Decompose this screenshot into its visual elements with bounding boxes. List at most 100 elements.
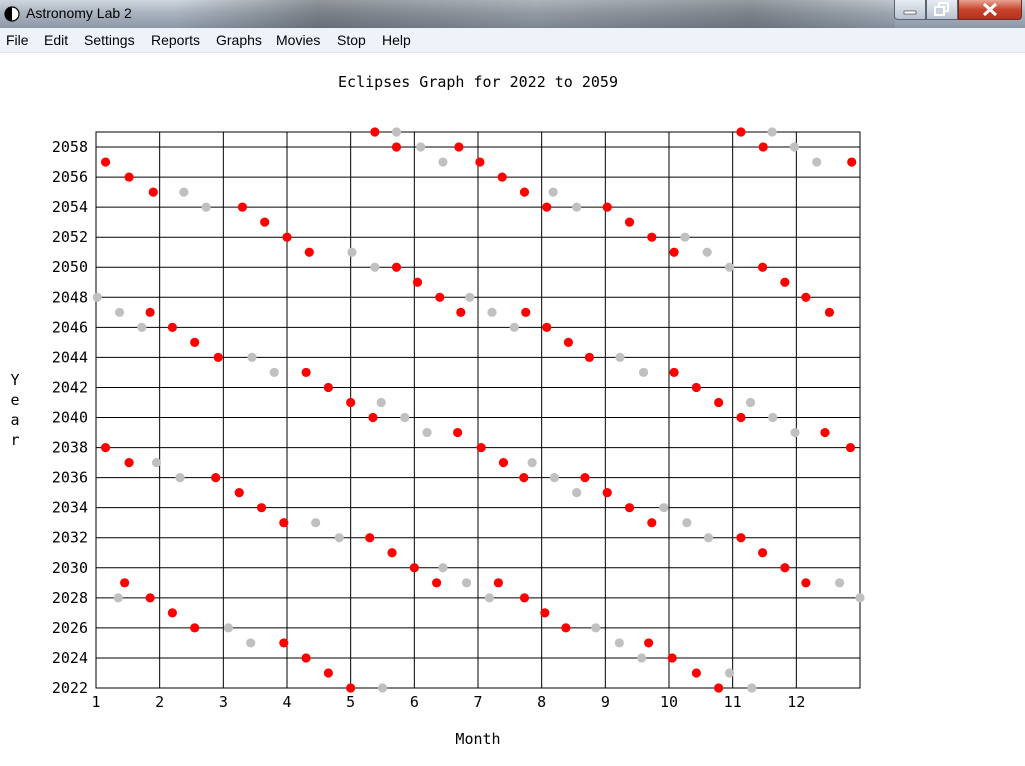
data-point	[580, 473, 590, 483]
menu-bar: File Edit Settings Reports Graphs Movies…	[0, 28, 1025, 53]
close-icon	[982, 2, 998, 17]
data-point	[691, 668, 701, 678]
data-point	[667, 653, 677, 663]
data-point	[680, 232, 690, 242]
data-point	[370, 127, 380, 137]
minimize-button[interactable]	[894, 0, 926, 20]
data-point	[820, 427, 830, 438]
data-point	[223, 623, 234, 633]
data-point	[476, 442, 486, 453]
data-point	[624, 217, 635, 227]
data-point	[521, 307, 531, 317]
data-point	[92, 292, 102, 302]
data-point	[365, 533, 375, 543]
menu-help[interactable]: Help	[382, 32, 411, 48]
data-point	[824, 307, 835, 317]
data-point	[757, 262, 768, 272]
data-point	[637, 653, 647, 663]
data-point	[432, 578, 442, 588]
y-tick-label: 2046	[52, 318, 88, 336]
data-point	[487, 307, 497, 317]
data-point	[190, 337, 200, 347]
data-point	[801, 292, 811, 302]
y-tick-label: 2058	[52, 138, 88, 156]
data-point	[323, 382, 333, 393]
data-point	[812, 157, 822, 167]
data-point	[301, 367, 311, 378]
data-point	[370, 262, 380, 272]
data-point	[148, 187, 158, 197]
y-tick-label: 2030	[52, 559, 88, 577]
data-point	[453, 427, 463, 438]
data-point	[438, 157, 448, 167]
data-point	[745, 397, 756, 408]
menu-settings[interactable]: Settings	[84, 32, 135, 48]
data-point	[113, 593, 123, 603]
y-tick-label: 2024	[52, 649, 88, 667]
data-point	[120, 578, 130, 588]
data-point	[422, 427, 432, 438]
data-point	[279, 638, 289, 648]
data-point	[542, 322, 552, 332]
data-point	[647, 518, 657, 528]
menu-edit[interactable]: Edit	[44, 32, 69, 48]
data-point	[377, 683, 388, 693]
data-point	[540, 608, 550, 618]
restore-icon	[934, 2, 949, 16]
data-point	[790, 427, 800, 438]
data-point	[391, 127, 402, 137]
data-point	[615, 352, 625, 363]
data-point	[591, 623, 601, 633]
data-point	[714, 683, 724, 693]
x-tick-label: 2	[155, 693, 164, 711]
x-tick-label: 11	[724, 693, 742, 711]
data-point	[768, 412, 778, 423]
x-tick-label: 4	[282, 693, 291, 711]
data-point	[703, 533, 714, 543]
y-tick-label: 2034	[52, 499, 88, 517]
menu-graphs[interactable]: Graphs	[216, 32, 262, 48]
data-point	[638, 367, 649, 378]
data-point	[376, 397, 386, 408]
data-point	[412, 277, 423, 287]
data-point	[780, 277, 790, 287]
data-point	[213, 352, 223, 363]
close-button[interactable]	[958, 0, 1022, 20]
menu-movies[interactable]: Movies	[276, 32, 321, 48]
data-point	[387, 548, 397, 558]
y-tick-label: 2028	[52, 589, 88, 607]
data-point	[438, 563, 448, 573]
y-tick-label: 2054	[52, 198, 88, 216]
data-point	[724, 262, 735, 272]
data-point	[100, 157, 111, 167]
menu-stop[interactable]: Stop	[337, 32, 366, 48]
data-point	[346, 397, 356, 408]
y-tick-label: 2048	[52, 288, 88, 306]
data-point	[304, 247, 314, 257]
y-tick-label: 2040	[52, 409, 88, 427]
data-point	[584, 352, 595, 363]
data-point	[669, 367, 679, 378]
x-axis-label: Month	[455, 730, 500, 748]
data-point	[747, 683, 757, 693]
data-point	[311, 518, 321, 528]
data-point	[234, 488, 244, 498]
data-point	[167, 322, 177, 332]
data-point	[282, 232, 292, 242]
data-point	[498, 457, 509, 468]
data-point	[497, 172, 507, 182]
maximize-button[interactable]	[926, 0, 958, 20]
y-tick-label: 2036	[52, 469, 88, 487]
x-tick-label: 6	[410, 693, 419, 711]
data-point	[736, 412, 746, 423]
data-point	[124, 457, 134, 468]
data-point	[691, 382, 701, 393]
x-tick-label: 5	[346, 693, 355, 711]
data-point	[845, 442, 856, 453]
menu-reports[interactable]: Reports	[151, 32, 201, 48]
data-point	[179, 187, 189, 197]
menu-file[interactable]: File	[6, 32, 29, 48]
data-point	[847, 157, 857, 167]
data-point	[211, 473, 221, 483]
x-tick-label: 9	[601, 693, 610, 711]
